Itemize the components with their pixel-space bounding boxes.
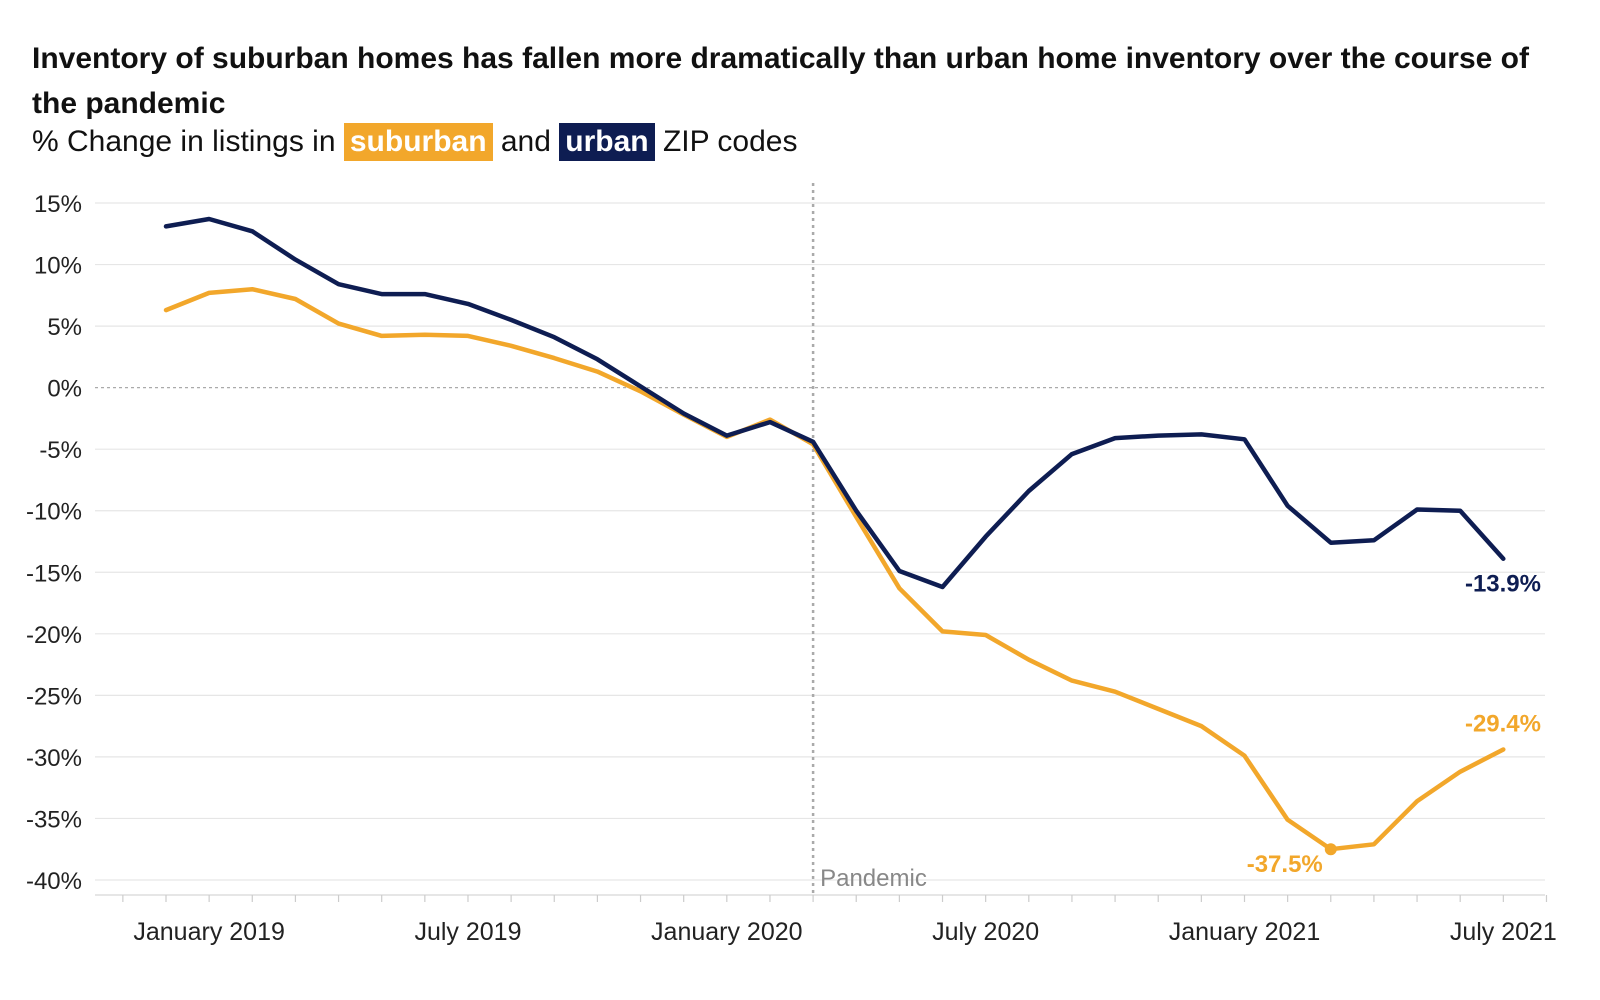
y-tick-label: -15% <box>26 560 82 587</box>
pandemic-label: Pandemic <box>820 865 927 892</box>
legend-suburban: suburban <box>343 123 493 161</box>
chart-subtitle: % Change in listings in suburban and urb… <box>32 120 798 164</box>
series-line-urban <box>163 216 1506 590</box>
subtitle-prefix: % Change in listings in <box>32 125 336 158</box>
y-tick-label: 15% <box>34 191 82 218</box>
x-tick-label: July 2021 <box>1450 918 1557 946</box>
x-tick-label: January 2021 <box>1169 918 1321 946</box>
y-tick-label: 10% <box>34 253 82 280</box>
x-tick-label: July 2020 <box>932 918 1039 946</box>
suburban-min-point <box>1324 843 1337 856</box>
chart-title: Inventory of suburban homes has fallen m… <box>32 42 1529 120</box>
y-tick-label: -20% <box>26 622 82 649</box>
y-tick-label: -25% <box>26 683 82 710</box>
x-tick-label: January 2019 <box>133 918 285 946</box>
urban-end-label: -13.9% <box>1465 571 1541 598</box>
y-tick-label: -10% <box>26 499 82 526</box>
suburban-min-label: -37.5% <box>1247 851 1323 878</box>
x-tick-label: July 2019 <box>414 918 521 946</box>
subtitle-connector: and <box>500 125 551 158</box>
subtitle-suffix: ZIP codes <box>662 125 798 158</box>
y-tick-label: -35% <box>26 806 82 833</box>
x-tick-label: January 2020 <box>651 918 803 946</box>
y-tick-label: -40% <box>26 868 82 895</box>
y-tick-label: -5% <box>39 437 82 464</box>
y-tick-label: -30% <box>26 745 82 772</box>
y-tick-label: 0% <box>47 376 82 403</box>
legend-urban: urban <box>559 123 655 161</box>
y-tick-label: 5% <box>47 314 82 341</box>
suburban-end-label: -29.4% <box>1465 711 1541 738</box>
series-line-suburban <box>163 286 1506 852</box>
